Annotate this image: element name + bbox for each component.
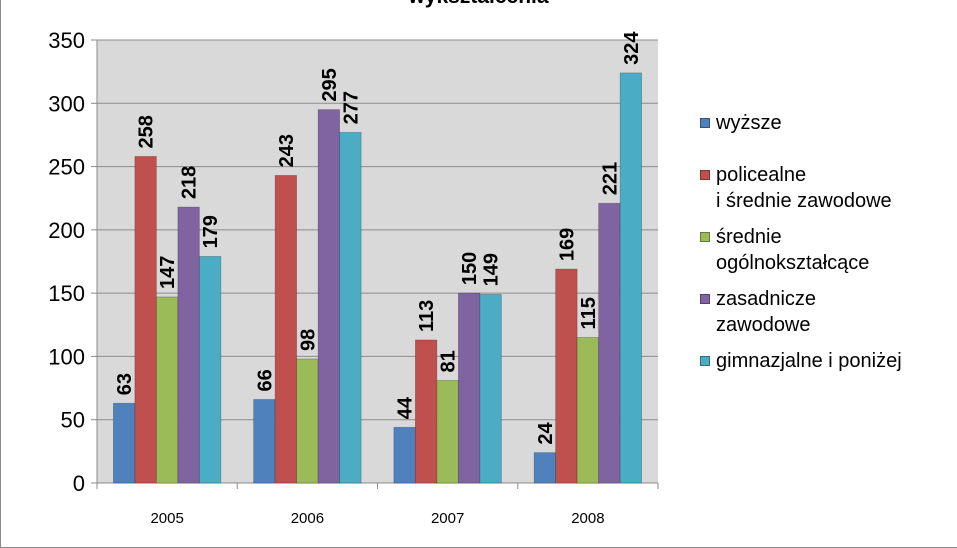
bar xyxy=(253,399,276,484)
bar xyxy=(296,358,319,484)
bar xyxy=(555,268,578,484)
data-label: 218 xyxy=(179,166,201,199)
legend-item-srednie: średnie ogólnokształcące xyxy=(700,224,950,276)
data-label: 258 xyxy=(136,115,158,148)
chart-title: wykształcenia xyxy=(0,0,957,9)
data-label: 81 xyxy=(438,350,460,372)
legend-label-wyzsze: wyższe xyxy=(716,112,782,134)
data-label: 63 xyxy=(114,373,136,395)
data-label: 66 xyxy=(254,369,276,391)
legend-label-srednie: średnie ogólnokształcące xyxy=(716,226,870,274)
data-label: 324 xyxy=(621,31,643,65)
bar xyxy=(198,256,222,484)
x-tick-label: 2006 xyxy=(291,510,324,527)
x-tick-label: 2005 xyxy=(150,510,183,527)
data-label: 113 xyxy=(416,300,438,332)
y-tick-label: 200 xyxy=(48,218,85,243)
data-label: 150 xyxy=(459,252,481,285)
data-label: 277 xyxy=(340,91,362,124)
data-label: 169 xyxy=(556,228,578,261)
legend-swatch-srednie xyxy=(700,232,710,242)
x-tick-label: 2008 xyxy=(571,510,604,527)
data-label: 179 xyxy=(200,215,222,248)
legend-swatch-policealne xyxy=(700,170,710,180)
bar xyxy=(112,402,136,484)
data-label: 221 xyxy=(599,162,621,195)
y-tick-label: 350 xyxy=(48,28,85,53)
bar xyxy=(339,131,362,484)
legend-swatch-wyzsze xyxy=(700,118,710,128)
bar xyxy=(317,109,341,484)
bar xyxy=(436,380,459,484)
legend-item-zasadnicze: zasadnicze zawodowe xyxy=(700,286,950,338)
bar xyxy=(598,202,621,484)
legend-swatch-zasadnicze xyxy=(700,294,710,304)
bar xyxy=(177,206,200,484)
legend-label-zasadnicze: zasadnicze zawodowe xyxy=(716,288,817,336)
y-tick-label: 100 xyxy=(48,344,85,369)
y-tick-label: 0 xyxy=(73,471,85,496)
y-tick-label: 250 xyxy=(48,155,85,180)
bar xyxy=(274,175,298,484)
data-label: 149 xyxy=(481,253,503,286)
bar xyxy=(576,337,600,484)
bar xyxy=(155,296,179,484)
bar xyxy=(414,339,438,484)
legend-label-gimnazjalne: gimnazjalne i poniżej xyxy=(716,350,902,372)
data-label: 115 xyxy=(578,297,600,329)
data-label: 147 xyxy=(157,256,179,289)
data-label: 44 xyxy=(395,396,417,419)
bar xyxy=(393,426,416,484)
legend-swatch-gimnazjalne xyxy=(700,356,710,366)
y-tick-label: 50 xyxy=(61,408,85,433)
legend-item-policealne: policealne i średnie zawodowe xyxy=(700,162,950,214)
y-tick-label: 300 xyxy=(48,91,85,116)
legend: wyższe policealne i średnie zawodowe śre… xyxy=(700,110,950,374)
bar xyxy=(533,452,557,484)
bar xyxy=(479,294,502,484)
bar xyxy=(619,72,643,484)
data-label: 243 xyxy=(276,134,298,167)
bar xyxy=(457,292,481,484)
data-label: 295 xyxy=(319,68,341,101)
data-label: 24 xyxy=(535,421,557,444)
legend-item-wyzsze: wyższe xyxy=(700,110,950,136)
bar xyxy=(134,156,157,484)
legend-label-policealne: policealne i średnie zawodowe xyxy=(716,164,892,212)
y-tick-label: 150 xyxy=(48,281,85,306)
x-tick-label: 2007 xyxy=(431,510,464,527)
legend-item-gimnazjalne: gimnazjalne i poniżej xyxy=(700,348,950,374)
data-label: 98 xyxy=(297,329,319,351)
